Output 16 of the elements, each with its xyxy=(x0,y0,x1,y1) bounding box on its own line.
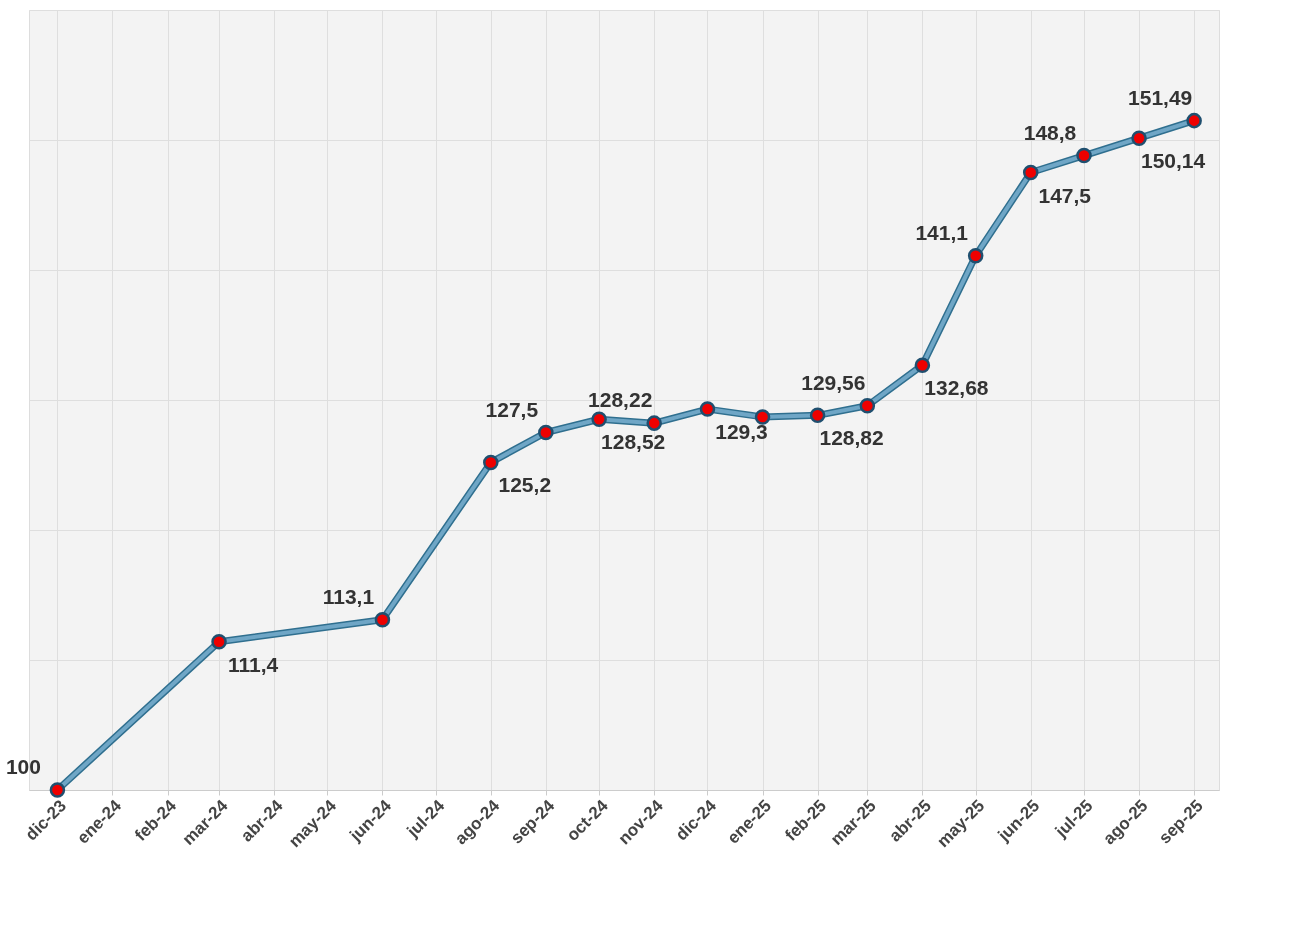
data-label: 111,4 xyxy=(227,652,279,676)
data-label: 100 xyxy=(5,755,41,778)
data-label: 150,14 xyxy=(1140,149,1206,173)
data-label: 147,5 xyxy=(1038,183,1092,207)
data-label: 129,3 xyxy=(715,420,768,444)
data-label: 129,56 xyxy=(801,370,866,394)
data-label: 128,82 xyxy=(819,426,884,450)
data-label: 113,1 xyxy=(322,584,375,608)
data-label: 141,1 xyxy=(915,220,969,244)
data-label: 127,5 xyxy=(485,397,539,421)
data-label: 148,8 xyxy=(1023,120,1077,144)
data-label: 125,2 xyxy=(498,473,552,497)
data-label: 151,49 xyxy=(1128,85,1193,109)
data-label: 128,22 xyxy=(588,388,653,412)
data-label: 128,52 xyxy=(601,430,666,454)
data-label: 132,68 xyxy=(924,376,989,400)
